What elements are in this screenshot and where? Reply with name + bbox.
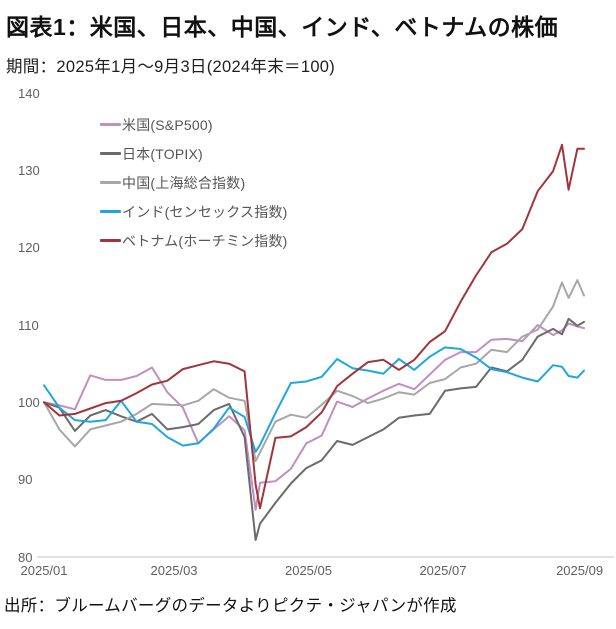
x-axis-tick-label: 2025/03 [150,563,198,578]
legend-swatch-icon [100,152,121,155]
legend-swatch-icon [100,210,121,213]
x-axis-tick-label: 2025/01 [20,563,68,578]
series-line-3 [43,346,585,453]
page-subtitle: 期間：2025年1月～9月3日(2024年末＝100) [6,58,336,76]
page-title: 図表1：米国、日本、中国、インド、ベトナムの株価 [6,14,559,40]
y-axis-tick-label: 120 [18,240,40,256]
series-line-1 [43,317,585,541]
legend-label: 中国(上海総合指数) [122,174,246,191]
legend-item-3: インド(センセックス指数) [100,197,288,226]
y-axis-tick-label: 80 [18,549,33,565]
legend-item-0: 米国(S&P500) [100,110,288,139]
y-axis-tick-label: 110 [18,317,39,333]
y-axis-tick-label: 130 [18,162,40,178]
y-axis-tick-label: 90 [18,472,33,488]
y-axis-tick-label: 100 [18,394,40,410]
legend-item-4: ベトナム(ホーチミン指数) [100,226,288,255]
legend-label: ベトナム(ホーチミン指数) [122,232,288,249]
legend-swatch-icon [100,123,121,126]
y-axis-tick-label: 140 [18,85,40,101]
series-line-2 [43,279,585,463]
legend-item-2: 中国(上海総合指数) [100,168,288,197]
legend-label: 日本(TOPIX) [122,145,203,162]
legend-item-1: 日本(TOPIX) [100,139,288,168]
legend-swatch-icon [100,181,121,184]
legend-swatch-icon [100,239,121,242]
series-line-4 [43,143,585,510]
legend: 米国(S&P500) 日本(TOPIX) 中国(上海総合指数) インド(センセックス指… [100,110,288,255]
source-note: 出所：ブルームバーグのデータよりピクテ・ジャパンが作成 [4,597,457,615]
x-axis-tick-label: 2025/07 [419,563,467,578]
legend-label: 米国(S&P500) [122,116,213,133]
x-axis-tick-label: 2025/05 [284,563,332,578]
x-axis-tick-label: 2025/09 [556,563,604,578]
legend-label: インド(センセックス指数) [122,203,288,220]
